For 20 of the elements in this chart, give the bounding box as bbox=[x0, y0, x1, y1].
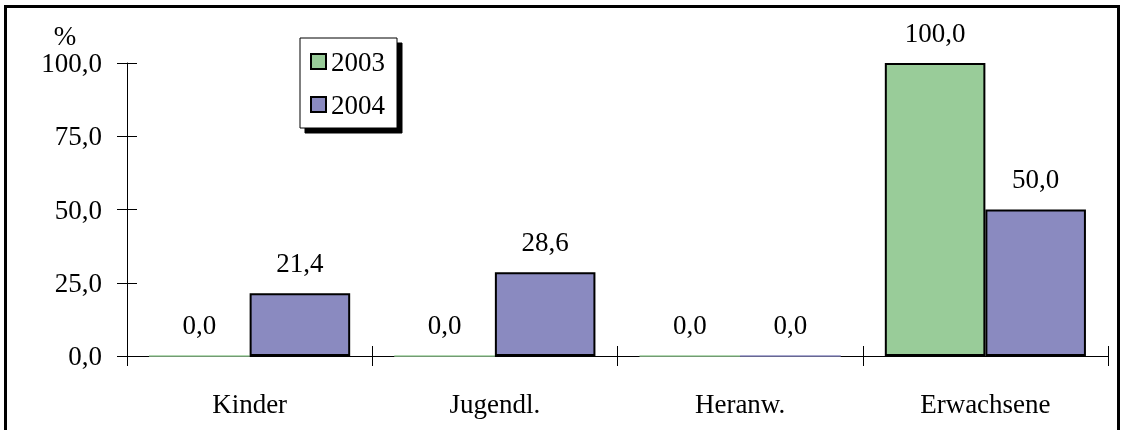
data-label: 100,0 bbox=[904, 17, 966, 48]
data-label: 28,6 bbox=[521, 226, 569, 257]
y-tick-label: 75,0 bbox=[54, 121, 102, 152]
data-label: 0,0 bbox=[182, 310, 217, 340]
x-tick-label: Kinder bbox=[212, 388, 288, 419]
y-tick-label: 25,0 bbox=[54, 267, 102, 298]
data-label: 50,0 bbox=[1012, 164, 1060, 194]
legend-label: 2004 bbox=[331, 89, 386, 120]
data-label: 21,4 bbox=[276, 247, 325, 278]
x-tick-label: Jugendl. bbox=[449, 388, 541, 419]
data-label: 0,0 bbox=[672, 310, 707, 340]
data-label: 0,0 bbox=[427, 310, 462, 340]
x-tick-label: Erwachsene bbox=[920, 388, 1051, 419]
legend-label: 2003 bbox=[331, 46, 385, 77]
data-label: 0,0 bbox=[773, 310, 808, 340]
y-tick-label: 50,0 bbox=[54, 194, 102, 225]
y-tick-label: 0,0 bbox=[68, 341, 102, 371]
y-axis-title: % bbox=[53, 20, 77, 51]
y-tick-label: 100,0 bbox=[41, 48, 102, 78]
x-tick-label: Heranw. bbox=[694, 388, 786, 419]
